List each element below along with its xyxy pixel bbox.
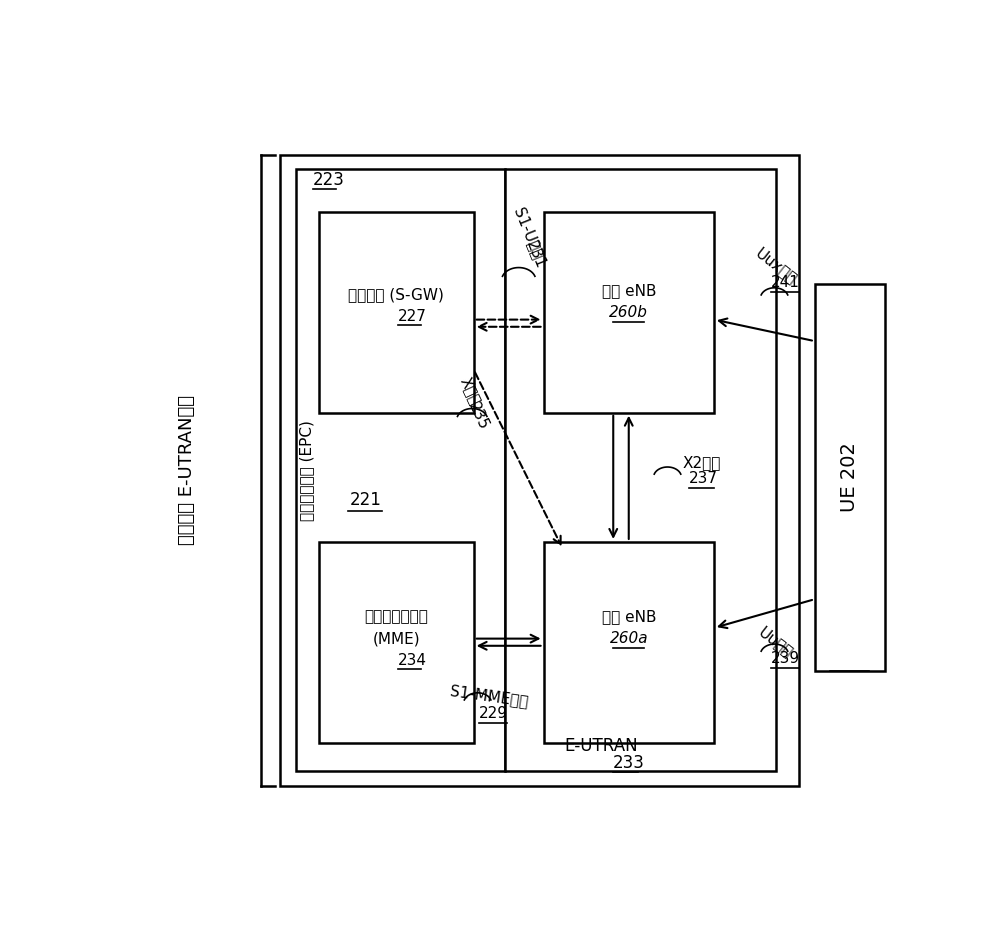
- Text: 260b: 260b: [609, 305, 648, 320]
- Text: 服务网关 (S-GW): 服务网关 (S-GW): [348, 287, 444, 302]
- Text: 移动性管理实体: 移动性管理实体: [364, 610, 428, 625]
- Text: 237: 237: [689, 471, 718, 486]
- Text: UE 202: UE 202: [840, 442, 859, 512]
- Text: X2接口: X2接口: [683, 455, 721, 470]
- Bar: [544, 542, 714, 743]
- Text: Uu接口: Uu接口: [756, 625, 796, 660]
- Text: 231: 231: [523, 239, 548, 271]
- Bar: [815, 284, 885, 671]
- Text: S1-U接口: S1-U接口: [511, 206, 545, 262]
- Text: 233: 233: [613, 753, 645, 772]
- Text: S1-MME接口: S1-MME接口: [449, 683, 529, 708]
- Text: X接口: X接口: [457, 375, 483, 408]
- Text: Uux接口: Uux接口: [752, 245, 800, 287]
- Text: 260a: 260a: [609, 631, 648, 646]
- Text: 第一 eNB: 第一 eNB: [602, 610, 656, 625]
- Bar: [505, 169, 776, 771]
- Bar: [296, 169, 505, 771]
- Bar: [280, 155, 799, 786]
- Text: 演进分组核心 (EPC): 演进分组核心 (EPC): [299, 420, 314, 520]
- Text: 223: 223: [313, 170, 344, 189]
- Text: 241: 241: [771, 275, 800, 290]
- Text: E-UTRAN: E-UTRAN: [565, 737, 638, 755]
- Bar: [319, 542, 474, 743]
- Bar: [319, 212, 474, 412]
- Text: 多连接的 E-UTRAN架构: 多连接的 E-UTRAN架构: [178, 395, 196, 546]
- Text: 239: 239: [771, 651, 800, 667]
- Bar: [544, 212, 714, 412]
- Text: 第二 eNB: 第二 eNB: [602, 283, 656, 299]
- Text: (MME): (MME): [372, 631, 420, 646]
- Text: 235: 235: [465, 400, 491, 433]
- Text: 221: 221: [349, 492, 381, 509]
- Text: 227: 227: [398, 308, 427, 324]
- Text: 229: 229: [479, 707, 508, 722]
- Text: 234: 234: [398, 653, 427, 668]
